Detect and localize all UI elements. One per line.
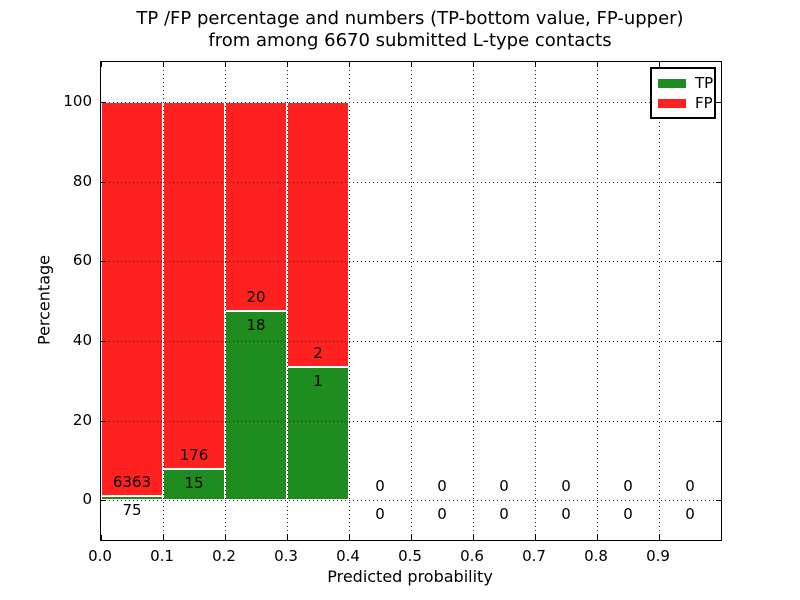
x-tick-label: 0.7 — [522, 547, 546, 565]
x-tick-label: 0.9 — [646, 547, 670, 565]
x-tick-mark-top — [597, 62, 598, 67]
legend-entry: TP — [658, 73, 713, 93]
y-tick-mark-right — [716, 261, 721, 263]
annotation-tp-count: 75 — [122, 500, 142, 519]
annotation-fp-count: 0 — [685, 477, 695, 496]
y-tick-mark-left — [101, 181, 106, 183]
x-tick-mark-top — [535, 62, 536, 67]
bar-tp — [163, 468, 225, 501]
y-tick-mark-left — [101, 500, 106, 502]
gridline-vertical — [287, 62, 288, 540]
y-tick-mark-right — [716, 420, 721, 422]
x-tick-mark-bottom — [473, 535, 474, 540]
y-tick-label: 60 — [72, 251, 92, 270]
annotation-fp-count: 6363 — [112, 472, 152, 491]
gridline-vertical — [473, 62, 474, 540]
gridline-vertical — [535, 62, 536, 540]
tp-color-swatch — [658, 78, 686, 88]
annotation-tp-count: 1 — [313, 372, 323, 391]
y-tick-label: 100 — [63, 91, 92, 110]
x-tick-mark-bottom — [349, 535, 350, 540]
gridline-vertical — [225, 62, 226, 540]
chart-title-line2: from among 6670 submitted L-type contact… — [208, 30, 612, 51]
y-tick-label: 0 — [82, 490, 92, 509]
bar-tp — [225, 311, 287, 501]
gridline-vertical — [659, 62, 660, 540]
annotation-tp-count: 15 — [184, 473, 204, 492]
x-tick-label: 0.2 — [212, 547, 236, 565]
annotation-fp-count: 20 — [246, 288, 266, 307]
y-tick-mark-left — [101, 261, 106, 263]
y-tick-mark-right — [716, 340, 721, 342]
y-tick-label: 20 — [72, 410, 92, 429]
annotation-tp-count: 0 — [437, 505, 447, 524]
x-tick-label: 0.0 — [88, 547, 112, 565]
x-tick-mark-bottom — [535, 535, 536, 540]
x-tick-mark-bottom — [659, 535, 660, 540]
x-tick-mark-top — [287, 62, 288, 67]
gridline-vertical — [411, 62, 412, 540]
annotation-tp-count: 0 — [499, 505, 509, 524]
x-tick-mark-top — [659, 62, 660, 67]
x-tick-mark-bottom — [225, 535, 226, 540]
annotation-tp-count: 18 — [246, 316, 266, 335]
annotation-fp-count: 176 — [179, 445, 209, 464]
y-tick-label: 40 — [72, 330, 92, 349]
y-axis-label: Percentage — [34, 254, 54, 346]
bar-fp — [287, 101, 349, 368]
x-tick-mark-top — [411, 62, 412, 67]
legend-entry: FP — [658, 93, 713, 113]
fp-color-swatch — [658, 98, 686, 108]
x-tick-label: 0.5 — [398, 547, 422, 565]
y-tick-mark-left — [101, 420, 106, 422]
x-tick-mark-bottom — [287, 535, 288, 540]
x-tick-mark-bottom — [411, 535, 412, 540]
annotation-fp-count: 0 — [375, 477, 385, 496]
legend: TP FP — [650, 67, 716, 119]
bar-fp — [225, 101, 287, 312]
y-tick-mark-left — [101, 340, 106, 342]
plot-area: TP FP 6363 75 176 15 20 18 2 1 0 0 0 0 0 0 0 0 0 0 0 0 — [100, 61, 722, 541]
x-tick-mark-top — [473, 62, 474, 67]
x-tick-mark-top — [349, 62, 350, 67]
annotation-fp-count: 0 — [499, 477, 509, 496]
x-tick-label: 0.6 — [460, 547, 484, 565]
y-tick-label: 80 — [72, 171, 92, 190]
x-tick-mark-bottom — [163, 535, 164, 540]
annotation-tp-count: 0 — [375, 505, 385, 524]
y-tick-mark-right — [716, 181, 721, 183]
x-tick-label: 0.4 — [336, 547, 360, 565]
chart-title: TP /FP percentage and numbers (TP-bottom… — [100, 8, 720, 52]
annotation-tp-count: 0 — [561, 505, 571, 524]
gridline-vertical — [349, 62, 350, 540]
annotation-fp-count: 0 — [561, 477, 571, 496]
x-tick-mark-top — [163, 62, 164, 67]
y-tick-mark-left — [101, 101, 106, 103]
y-tick-mark-right — [716, 101, 721, 103]
x-tick-label: 0.3 — [274, 547, 298, 565]
gridline-vertical — [163, 62, 164, 540]
x-tick-mark-top — [225, 62, 226, 67]
annotation-fp-count: 0 — [623, 477, 633, 496]
gridline-vertical — [597, 62, 598, 540]
x-axis-label: Predicted probability — [327, 567, 493, 586]
annotation-tp-count: 0 — [685, 505, 695, 524]
x-tick-mark-top — [101, 62, 102, 67]
x-tick-label: 0.1 — [150, 547, 174, 565]
bar-tp — [101, 495, 163, 501]
annotation-tp-count: 0 — [623, 505, 633, 524]
annotation-fp-count: 0 — [437, 477, 447, 496]
bar-fp — [163, 101, 225, 469]
chart-title-line1: TP /FP percentage and numbers (TP-bottom… — [136, 8, 684, 29]
bar-fp — [101, 101, 163, 496]
x-tick-mark-bottom — [597, 535, 598, 540]
x-tick-mark-bottom — [101, 535, 102, 540]
legend-label-fp: FP — [695, 94, 713, 112]
annotation-fp-count: 2 — [313, 344, 323, 363]
x-tick-label: 0.8 — [584, 547, 608, 565]
y-tick-mark-right — [716, 500, 721, 502]
legend-label-tp: TP — [695, 74, 714, 92]
